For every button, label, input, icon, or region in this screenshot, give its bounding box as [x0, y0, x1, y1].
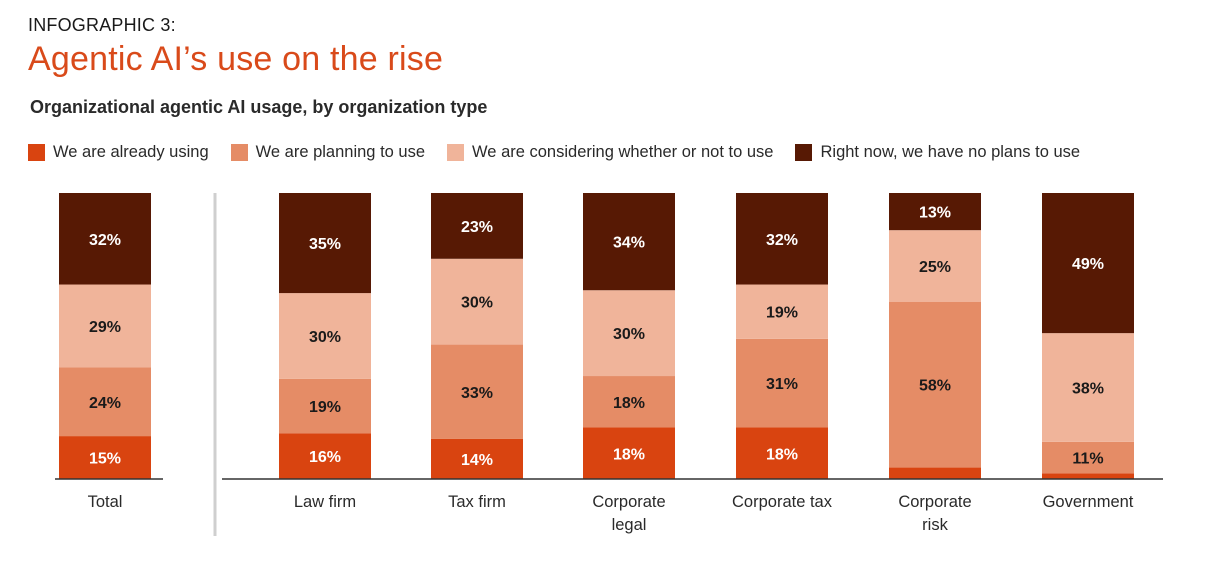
data-label: 18% — [766, 446, 798, 463]
legend-item-planning: We are planning to use — [230, 143, 426, 162]
category-label: Law firm — [294, 493, 356, 511]
data-label: 19% — [766, 305, 798, 322]
bar-segment-5-2 — [889, 230, 981, 302]
category-label: Corporate — [592, 493, 665, 511]
legend-swatch — [28, 144, 45, 161]
bar-segment-3-0 — [583, 427, 675, 479]
legend-label: We are planning to use — [255, 143, 426, 161]
bar-segment-2-1 — [431, 344, 523, 439]
bar-segment-5-3 — [889, 193, 981, 231]
bar-segment-3-3 — [583, 193, 675, 291]
bar-segment-1-0 — [279, 433, 371, 479]
bar-segment-5-1 — [889, 301, 981, 468]
legend-swatch — [230, 144, 248, 161]
legend-item-no-plans: Right now, we have no plans to use — [795, 143, 1080, 162]
bar-segment-0-0 — [59, 436, 151, 479]
category-label: legal — [612, 516, 647, 534]
legend-item-already-using: We are already using — [28, 143, 209, 162]
data-label: 33% — [461, 385, 493, 402]
bar-segment-5-0 — [889, 467, 981, 479]
bar-segment-1-2 — [279, 293, 371, 379]
data-label: 11% — [1072, 451, 1103, 468]
data-label: 34% — [613, 235, 645, 252]
bar-segment-4-2 — [736, 284, 828, 339]
bar-segment-0-3 — [59, 193, 151, 285]
legend-swatch — [447, 144, 465, 161]
chart-subtitle: Organizational agentic AI usage, by orga… — [30, 97, 488, 117]
data-label: 18% — [613, 395, 645, 412]
bar-segment-2-0 — [431, 438, 523, 479]
bar-segment-0-2 — [59, 284, 151, 368]
bar-segment-1-3 — [279, 193, 371, 294]
category-label: Corporate — [898, 493, 971, 511]
data-label: 32% — [89, 232, 121, 249]
data-label: 49% — [1072, 256, 1104, 273]
data-label: 18% — [613, 446, 645, 463]
legend-label: Right now, we have no plans to use — [820, 143, 1081, 161]
chart-title: Agentic AI’s use on the rise — [28, 40, 444, 78]
data-label: 30% — [613, 326, 645, 343]
data-label: 15% — [89, 451, 121, 468]
bar-segment-3-1 — [583, 376, 675, 428]
legend-label: We are already using — [53, 143, 209, 161]
bar-segment-4-0 — [736, 427, 828, 479]
bar-segment-0-1 — [59, 367, 151, 437]
data-label: 31% — [766, 376, 798, 393]
legend-item-considering: We are considering whether or not to use — [447, 143, 773, 162]
bar-segment-4-3 — [736, 193, 828, 285]
bar-segment-3-2 — [583, 290, 675, 377]
category-label: Tax firm — [448, 493, 506, 511]
data-label: 38% — [1072, 380, 1104, 397]
bar-segment-1-1 — [279, 378, 371, 434]
data-label: 29% — [89, 319, 121, 336]
kicker: INFOGRAPHIC 3: — [28, 15, 176, 35]
bar-segment-2-3 — [431, 193, 523, 259]
data-label: 25% — [919, 259, 951, 276]
data-label: 19% — [309, 399, 341, 416]
category-label: risk — [922, 516, 948, 534]
data-label: 58% — [919, 378, 951, 395]
data-label: 23% — [461, 219, 493, 236]
category-label: Total — [88, 493, 123, 511]
data-label: 30% — [309, 329, 341, 346]
bar-segment-6-0 — [1042, 473, 1134, 479]
category-label: Corporate tax — [732, 493, 833, 511]
legend-label: We are considering whether or not to use — [472, 143, 774, 161]
bar-segment-6-2 — [1042, 333, 1134, 442]
bar-segment-6-3 — [1042, 193, 1134, 334]
data-label: 24% — [89, 395, 121, 412]
bar-segment-2-2 — [431, 258, 523, 345]
category-label: Government — [1043, 493, 1134, 511]
legend: We are already using We are planning to … — [28, 143, 1080, 162]
data-label: 30% — [461, 295, 493, 312]
data-label: 35% — [309, 236, 341, 253]
data-label: 14% — [461, 452, 493, 469]
bar-segment-6-1 — [1042, 441, 1134, 474]
bar-segment-4-1 — [736, 338, 828, 428]
data-label: 16% — [309, 449, 341, 466]
data-label: 32% — [766, 232, 798, 249]
legend-swatch — [795, 144, 813, 161]
data-label: 13% — [919, 205, 951, 222]
